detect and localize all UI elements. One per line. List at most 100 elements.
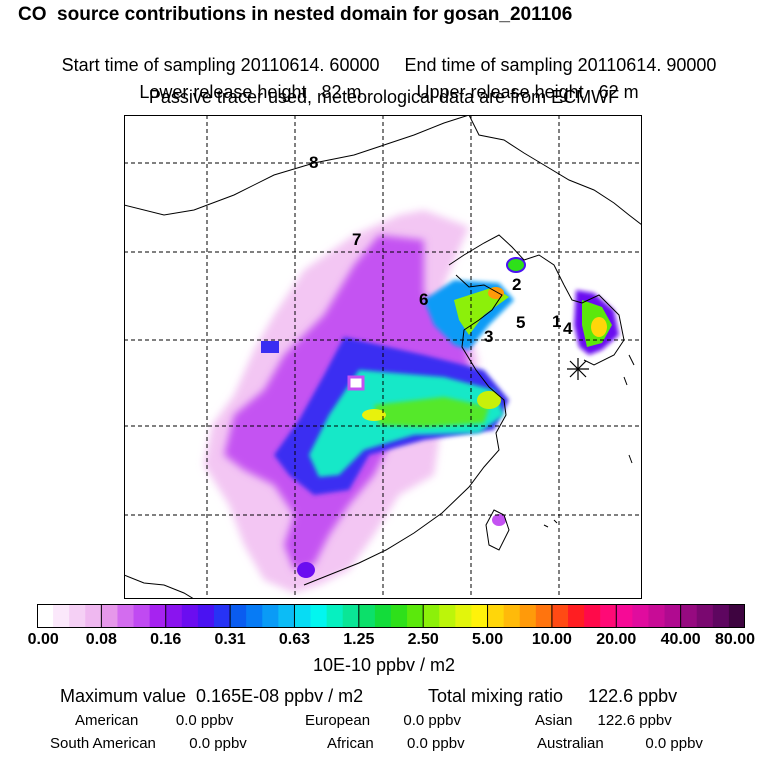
color-scale-cell xyxy=(342,604,360,628)
color-scale-cell xyxy=(712,604,730,628)
color-scale-cell xyxy=(117,604,135,628)
australian-contribution: Australian 0.0 ppbv xyxy=(537,735,703,752)
region-label-1: 1 xyxy=(552,312,561,331)
south-border xyxy=(124,574,195,599)
color-scale-cell xyxy=(85,604,102,628)
plume-spot-west xyxy=(261,341,279,353)
plume-yellow-coast xyxy=(477,391,501,409)
lower-release-height: Lower release height 82 m xyxy=(139,82,362,102)
plume-south-spot xyxy=(297,562,315,578)
color-scale-dividers xyxy=(100,604,682,628)
color-scale-units: 10E-10 ppbv / m2 xyxy=(312,655,456,675)
region-label-5: 5 xyxy=(516,313,525,332)
source-contribution-map: 8 7 6 2 3 5 1 4 xyxy=(124,115,642,599)
color-scale-tick-label: 5.00 xyxy=(471,631,504,648)
tracer-note: Passive tracer used, meteorological data… xyxy=(148,87,620,107)
color-scale-cell xyxy=(423,604,440,628)
color-scale-tick-label: 2.50 xyxy=(407,631,439,648)
islands xyxy=(543,354,635,528)
color-scale-cell xyxy=(165,604,183,628)
china-east-coast xyxy=(303,274,507,586)
color-scale-cells xyxy=(37,604,745,628)
color-scale-cell xyxy=(439,604,456,628)
lat-lon-grid xyxy=(124,115,642,599)
color-scale-cell xyxy=(664,604,682,628)
color-scale-cell xyxy=(407,604,424,628)
total-mixing-ratio: Total mixing ratio 122.6 ppbv xyxy=(428,686,678,706)
end-time: End time of sampling 20110614. 90000 xyxy=(404,55,717,75)
color-scale-cell xyxy=(600,604,617,628)
region-label-6: 6 xyxy=(419,290,428,309)
color-scale-cell xyxy=(696,604,714,628)
plot-title: CO source contributions in nested domain… xyxy=(18,4,573,25)
color-scale-cell xyxy=(471,604,489,628)
color-scale-cell xyxy=(53,604,70,628)
color-scale-tick-label: 0.08 xyxy=(85,631,117,648)
color-scale-cell xyxy=(391,604,408,628)
color-scale-tick-label: 0.31 xyxy=(214,631,246,648)
region-label-7: 7 xyxy=(352,230,361,249)
color-scale-frame xyxy=(37,604,745,628)
color-scale-cell xyxy=(326,604,344,628)
start-time: Start time of sampling 20110614. 60000 xyxy=(61,55,380,75)
color-scale-cell xyxy=(648,604,666,628)
map-frame xyxy=(124,115,642,599)
plume-spot-hole xyxy=(347,375,365,391)
region-label-4: 4 xyxy=(563,319,573,338)
concentration-field xyxy=(204,210,619,593)
color-scale-tick-label: 80.00 xyxy=(714,631,756,648)
color-scale-cell xyxy=(535,604,553,628)
manchuria-border xyxy=(468,115,642,226)
south-american-contribution: South American 0.0 ppbv xyxy=(50,735,247,752)
color-scale-tick-label: 1.25 xyxy=(343,631,375,648)
color-scale-cell xyxy=(487,604,505,628)
release-heights: Lower release height 82 m Upper release … xyxy=(0,61,768,103)
color-scale-cell xyxy=(455,604,473,628)
color-scale-cell xyxy=(278,604,296,628)
korea-coast xyxy=(563,284,625,366)
color-scale-cell xyxy=(230,604,247,628)
color-scale-cell xyxy=(69,604,86,628)
color-scale-bar xyxy=(37,604,745,628)
region-label-3: 3 xyxy=(484,327,493,346)
color-scale-cell xyxy=(262,604,279,628)
color-scale-cell xyxy=(149,604,167,628)
color-scale-cell xyxy=(632,604,650,628)
color-scale-cell xyxy=(246,604,263,628)
plume-korea-peak xyxy=(591,317,607,337)
region-label-8: 8 xyxy=(309,153,318,172)
european-contribution: European 0.0 ppbv xyxy=(305,712,461,729)
color-scale-cell xyxy=(181,604,199,628)
color-scale-cell xyxy=(680,604,698,628)
color-scale-tick-label: 0.63 xyxy=(278,631,311,648)
color-scale-cell xyxy=(310,604,328,628)
color-scale-cell xyxy=(616,604,633,628)
sampling-times: Start time of sampling 20110614. 60000 E… xyxy=(0,34,768,76)
color-scale-tick-label: 0.00 xyxy=(27,631,59,648)
upper-release-height: Upper release height 62 m xyxy=(416,82,639,102)
color-scale-cell xyxy=(197,604,215,628)
plume-shandong-core xyxy=(454,287,509,335)
color-scale-cell xyxy=(503,604,521,628)
color-scale-cell xyxy=(728,604,745,628)
color-scale-cell xyxy=(358,604,376,628)
region-label-2: 2 xyxy=(512,275,521,294)
color-scale-cell xyxy=(374,604,392,628)
plume-liaodong xyxy=(506,257,526,273)
color-scale-cell xyxy=(584,604,601,628)
color-scale-cell xyxy=(294,604,312,628)
color-scale-cell xyxy=(519,604,537,628)
region-labels: 8 7 6 2 3 5 1 4 xyxy=(309,153,573,346)
plume-green xyxy=(374,397,489,427)
color-scale-cell xyxy=(133,604,151,628)
plume-yellow-core xyxy=(362,409,386,421)
max-value: Maximum value 0.165E-08 ppbv / m2 xyxy=(60,686,364,706)
plume-taiwan xyxy=(492,514,506,526)
color-scale-tick-label: 20.00 xyxy=(596,631,637,648)
african-contribution: African 0.0 ppbv xyxy=(327,735,465,752)
asian-contribution: Asian 122.6 ppbv xyxy=(535,712,672,729)
color-scale-cell xyxy=(101,604,119,628)
color-scale-cell xyxy=(568,604,585,628)
american-contribution: American 0.0 ppbv xyxy=(75,712,234,729)
asterisk-icon xyxy=(567,358,589,380)
